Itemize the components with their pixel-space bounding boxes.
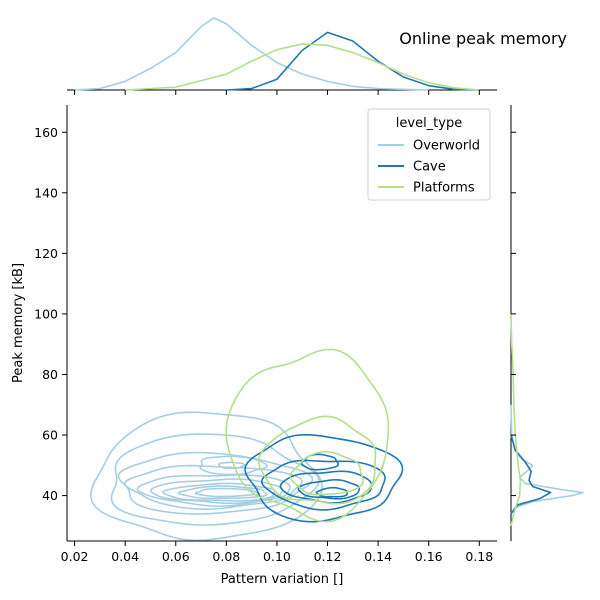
y-tick-label: 40 [42,488,58,503]
x-tick-label: 0.12 [314,549,342,564]
contour-level [257,415,377,505]
contour-series-platforms [225,348,390,523]
contour-level [199,455,269,476]
marginal-y-curve-platforms [510,313,522,527]
y-tick-label: 100 [34,306,58,321]
x-tick-label: 0.10 [263,549,291,564]
contour-level [124,464,303,511]
marginal-x-panel [67,17,497,91]
legend-title: level_type [396,116,462,131]
contour-level [315,486,349,498]
y-tick-label: 120 [34,246,58,261]
contour-level [279,470,373,504]
contour-level [217,461,246,470]
y-tick-label: 60 [42,428,58,443]
axes [66,105,497,542]
marginal-x-curve-overworld [74,17,429,91]
contour-level [161,482,276,502]
x-tick-label: 0.14 [364,549,392,564]
x-tick-label: 0.08 [212,549,240,564]
legend-box [367,108,491,201]
contour-level [297,478,361,500]
contour-level [150,478,284,505]
x-tick-label: 0.18 [465,549,493,564]
contour-series-overworld [89,411,323,542]
contour-layer [89,348,404,542]
contour-level [225,348,390,523]
contour-level [177,485,268,500]
contour-level [194,487,260,498]
chart-title: Online peak memory [399,29,567,48]
x-tick-label: 0.02 [61,549,89,564]
y-ticks: 40 60 80 100 120 140 160 [34,125,516,503]
contour-level [289,450,365,496]
contour-level [89,411,323,542]
x-axis-label: Pattern variation [] [221,572,344,587]
y-tick-label: 80 [42,367,58,382]
x-tick-label: 0.04 [111,549,139,564]
contour-level [110,433,320,526]
legend-label-overworld: Overworld [413,139,480,154]
y-tick-label: 140 [34,185,58,200]
legend: level_type Overworld Cave Platforms [367,108,491,201]
legend-label-platforms: Platforms [413,181,475,196]
x-tick-label: 0.06 [162,549,190,564]
y-axis-label: Peak memory [kB] [11,263,26,383]
x-ticks: 0.02 0.04 0.06 0.08 0.10 0.12 0.14 0.16 0.18 [61,90,493,564]
marginal-y-panel [510,105,584,541]
legend-label-cave: Cave [413,160,446,175]
marginal-y-curve-cave [510,434,552,515]
y-tick-label: 160 [34,125,58,140]
x-tick-label: 0.16 [415,549,443,564]
marginal-x-curve-cave [226,31,480,91]
marginal-x-curve-platforms [125,43,480,91]
contour-level [244,433,404,523]
